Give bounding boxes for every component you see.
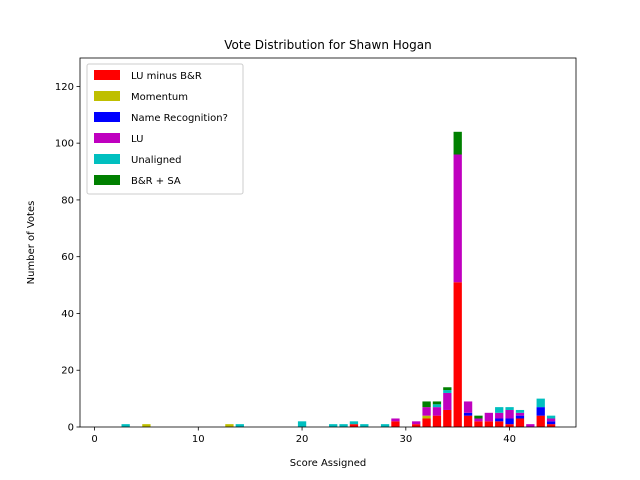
x-axis-ticks: 0 10 20 30 40 [91, 427, 516, 445]
bar-segment-s3-x44 [546, 418, 556, 422]
bar-segment-s0-x44 [546, 424, 556, 427]
y-tick-label-100: 100 [55, 139, 74, 150]
bar-segment-s3-x33 [432, 407, 442, 416]
bar-segment-s4-x43 [536, 398, 545, 408]
bar-segment-s2-x39 [495, 418, 504, 422]
legend-label-2: Name Recognition? [131, 113, 228, 124]
plot-frame [79, 57, 577, 428]
bar-segment-s1-x32 [422, 415, 431, 419]
legend-swatch-4 [94, 154, 120, 164]
y-tick-label-0: 0 [68, 423, 74, 434]
bar-segment-s5-x35 [453, 131, 462, 155]
y-tick-label-120: 120 [55, 82, 74, 93]
legend-label-3: LU [131, 134, 143, 145]
bar-segment-s3-x32 [422, 407, 431, 416]
bar-segment-s4-x33 [432, 404, 442, 408]
bar-segment-s4-x39 [495, 407, 504, 413]
legend-swatch-3 [94, 133, 120, 143]
y-tick-label-80: 80 [61, 195, 74, 206]
bar-segment-s4-x14 [235, 424, 244, 427]
bar-segment-s0-x40 [505, 424, 514, 427]
bar-segment-s5-x33 [432, 401, 442, 405]
bar-segment-s4-x44 [546, 415, 556, 419]
bars-group [121, 131, 556, 427]
y-axis-ticks: 0 20 40 60 80 100 120 [55, 82, 80, 434]
bar-segment-s2-x40 [505, 418, 514, 425]
legend-label-1: Momentum [131, 92, 188, 103]
bar-segment-s4-x25 [349, 421, 359, 425]
bar-segment-s3-x29 [391, 418, 400, 422]
bar-segment-s2-x41 [515, 415, 525, 419]
bar-segment-s3-x35 [453, 154, 462, 283]
legend-box [86, 63, 244, 195]
y-tick-label-60: 60 [61, 252, 74, 263]
bar-segment-s0-x29 [391, 421, 400, 427]
bar-segment-s3-x37 [474, 418, 483, 422]
x-axis-label: Score Assigned [290, 458, 366, 469]
bar-segment-s3-x40 [505, 409, 514, 419]
bar-segment-s0-x43 [536, 415, 545, 427]
legend-label-5: B&R + SA [131, 176, 181, 187]
bar-segment-s2-x36 [463, 412, 473, 416]
bar-segment-s5-x32 [422, 401, 431, 408]
bar-segment-s4-x26 [360, 424, 369, 427]
legend-swatch-0 [94, 70, 120, 80]
legend-swatch-5 [94, 175, 120, 185]
x-tick-label-30: 30 [399, 434, 412, 445]
bar-segment-s1-x5 [142, 424, 151, 427]
bar-segment-s0-x35 [453, 282, 462, 427]
legend-label-0: LU minus B&R [131, 71, 202, 82]
x-tick-label-40: 40 [503, 434, 516, 445]
bar-segment-s5-x34 [443, 387, 452, 391]
legend-swatch-2 [94, 112, 120, 122]
legend-label-4: Unaligned [131, 155, 182, 166]
bar-segment-s0-x37 [474, 421, 483, 427]
bar-segment-s3-x39 [495, 412, 504, 419]
bar-segment-s1-x13 [225, 424, 234, 427]
bar-segment-s4-x34 [443, 390, 452, 393]
bar-segment-s0-x33 [432, 415, 442, 427]
y-tick-label-40: 40 [61, 309, 74, 320]
bar-segment-s3-x38 [484, 412, 493, 422]
bar-segment-s0-x41 [515, 418, 525, 427]
y-tick-label-20: 20 [61, 366, 74, 377]
legend: LU minus B&R Momentum Name Recognition? LU U… [86, 63, 244, 195]
bar-segment-s3-x34 [443, 392, 452, 410]
y-axis-label: Number of Votes [26, 201, 37, 285]
bar-segment-s0-x34 [443, 409, 452, 427]
bar-segment-s3-x42 [526, 424, 535, 427]
bar-segment-s0-x32 [422, 418, 431, 427]
bar-segment-s4-x41 [515, 409, 525, 413]
bar-segment-s3-x41 [515, 412, 525, 416]
bar-segment-s2-x43 [536, 407, 545, 416]
x-tick-label-0: 0 [91, 434, 97, 445]
x-tick-label-10: 10 [192, 434, 205, 445]
bar-segment-s0-x38 [484, 421, 493, 427]
bar-segment-s3-x36 [463, 401, 473, 413]
bar-segment-s0-x31 [412, 424, 421, 427]
legend-swatch-1 [94, 91, 120, 101]
bar-segment-s2-x44 [546, 421, 556, 425]
x-tick-label-20: 20 [296, 434, 309, 445]
bar-segment-s0-x25 [349, 424, 359, 427]
bar-segment-s4-x23 [329, 424, 338, 427]
bar-segment-s4-x3 [121, 424, 130, 427]
bar-segment-s4-x40 [505, 407, 514, 410]
bar-segment-s5-x37 [474, 415, 483, 419]
bar-segment-s0-x36 [463, 415, 473, 427]
bar-segment-s4-x20 [297, 421, 307, 427]
bar-segment-s4-x28 [380, 424, 390, 427]
bar-segment-s0-x39 [495, 421, 504, 427]
bar-segment-s3-x31 [412, 421, 421, 425]
chart-title: Vote Distribution for Shawn Hogan [224, 38, 431, 52]
bar-segment-s4-x24 [339, 424, 348, 427]
